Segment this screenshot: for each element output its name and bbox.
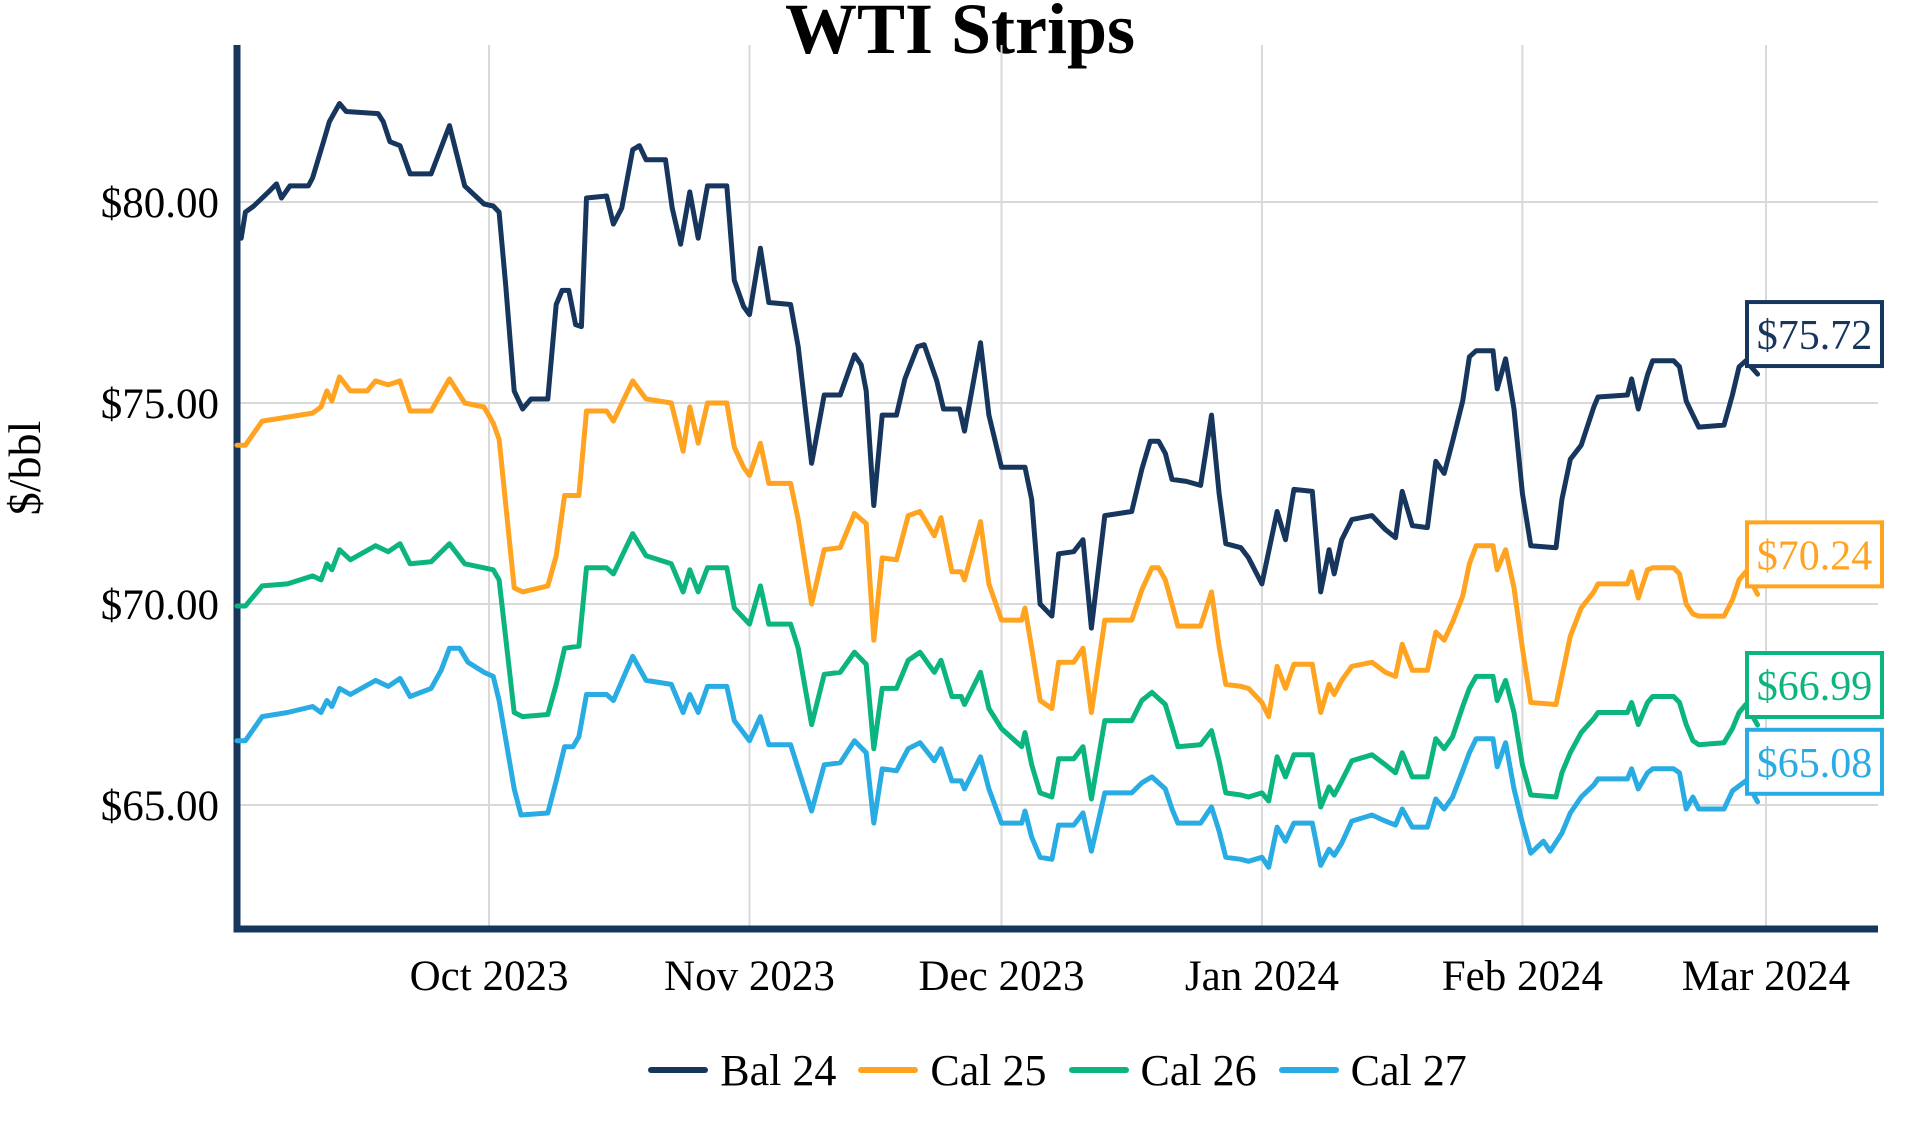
series-line-cal-26 [234, 531, 1761, 810]
x-tick-label: Oct 2023 [410, 953, 569, 1000]
legend-swatch-bal-24-icon [648, 1067, 709, 1073]
x-tick-label: Jan 2024 [1185, 953, 1339, 1000]
x-tick-label: Mar 2024 [1682, 953, 1850, 1000]
y-tick-label: $80.00 [101, 180, 219, 227]
end-label-text-cal-27: $65.08 [1757, 741, 1873, 787]
legend-item-cal-25: Cal 25 [858, 1045, 1047, 1096]
y-tick-label: $70.00 [101, 582, 219, 629]
y-tick-label: $65.00 [101, 783, 219, 830]
end-value-labels: $75.72 $70.24 $66.99 $65.08 [1745, 300, 1884, 796]
tick-labels: $80.00 $75.00 $70.00 $65.00 Oct 2023 Nov 2023… [0, 180, 1850, 1000]
x-tick-label: Dec 2023 [919, 953, 1085, 1000]
x-tick-label: Nov 2023 [664, 953, 835, 1000]
series-lines [234, 101, 1761, 870]
legend-item-bal-24: Bal 24 [648, 1045, 836, 1096]
series-line-cal-27 [234, 645, 1761, 870]
legend-label-cal-25: Cal 25 [930, 1045, 1047, 1095]
end-label-text-cal-25: $70.24 [1757, 533, 1873, 579]
series-line-bal-24 [234, 101, 1761, 631]
legend: Bal 24 Cal 25 Cal 26 Cal 27 [237, 1040, 1878, 1100]
y-axis-title: $/bbl [0, 421, 50, 516]
legend-item-cal-27: Cal 27 [1278, 1045, 1467, 1096]
legend-swatch-cal-26-icon [1068, 1067, 1129, 1073]
legend-label-cal-27: Cal 27 [1350, 1045, 1467, 1095]
legend-swatch-cal-25-icon [858, 1067, 919, 1073]
gridlines [237, 45, 1878, 929]
end-label-text-cal-26: $66.99 [1757, 664, 1873, 710]
x-tick-label: Feb 2024 [1442, 953, 1603, 1000]
legend-item-cal-26: Cal 26 [1068, 1045, 1257, 1096]
axes-spines [233, 45, 1878, 933]
end-label-box-cal-26 [1745, 651, 1884, 720]
legend-label-cal-26: Cal 26 [1140, 1045, 1257, 1095]
chart-title: WTI Strips [784, 0, 1136, 69]
end-label-box-cal-27 [1745, 727, 1884, 796]
end-label-box-cal-25 [1745, 520, 1884, 589]
end-label-box-bal-24 [1745, 300, 1884, 369]
series-line-cal-25 [234, 374, 1761, 720]
end-label-text-bal-24: $75.72 [1757, 313, 1873, 359]
legend-swatch-cal-27-icon [1278, 1067, 1339, 1073]
legend-label-bal-24: Bal 24 [720, 1045, 837, 1095]
y-tick-label: $75.00 [101, 381, 219, 428]
